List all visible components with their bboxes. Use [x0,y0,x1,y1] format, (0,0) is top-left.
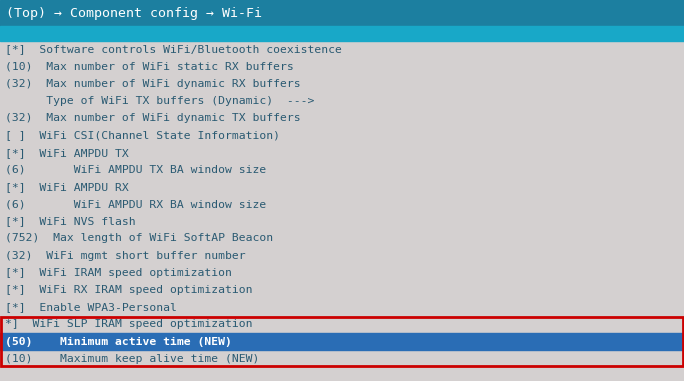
Text: (32)  WiFi mgmt short buffer number: (32) WiFi mgmt short buffer number [5,251,246,261]
Text: Type of WiFi TX buffers (Dynamic)  --->: Type of WiFi TX buffers (Dynamic) ---> [5,96,315,106]
Text: [*]  Enable WPA3-Personal: [*] Enable WPA3-Personal [5,302,177,312]
Text: (6)       WiFi AMPDU TX BA window size: (6) WiFi AMPDU TX BA window size [5,165,266,175]
Text: [ ]  WiFi CSI(Channel State Information): [ ] WiFi CSI(Channel State Information) [5,130,280,141]
Bar [1,317,683,366]
Bar [0,0,684,26]
Text: (32)  Max number of WiFi dynamic TX buffers: (32) Max number of WiFi dynamic TX buffe… [5,113,301,123]
Text: (32)  Max number of WiFi dynamic RX buffers: (32) Max number of WiFi dynamic RX buffe… [5,79,301,89]
Text: *]  WiFi SLP IRAM speed optimization: *] WiFi SLP IRAM speed optimization [5,319,252,329]
Text: [*]  WiFi AMPDU TX: [*] WiFi AMPDU TX [5,147,129,158]
Text: (10)    Maximum keep alive time (NEW): (10) Maximum keep alive time (NEW) [5,354,259,364]
Text: (50)    Minimum active time (NEW): (50) Minimum active time (NEW) [5,336,232,347]
Text: (Top) → Component config → Wi-Fi: (Top) → Component config → Wi-Fi [6,6,262,19]
Text: (752)  Max length of WiFi SoftAP Beacon: (752) Max length of WiFi SoftAP Beacon [5,234,273,243]
Text: [*]  WiFi RX IRAM speed optimization: [*] WiFi RX IRAM speed optimization [5,285,252,295]
Text: [*]  WiFi NVS flash: [*] WiFi NVS flash [5,216,135,226]
Text: (6)       WiFi AMPDU RX BA window size: (6) WiFi AMPDU RX BA window size [5,199,266,209]
Text: (10)  Max number of WiFi static RX buffers: (10) Max number of WiFi static RX buffer… [5,62,293,72]
Bar [0,26,684,41]
Bar [0,333,684,350]
Text: [*]  WiFi AMPDU RX: [*] WiFi AMPDU RX [5,182,129,192]
Text: [*]  Software controls WiFi/Bluetooth coexistence: [*] Software controls WiFi/Bluetooth coe… [5,45,342,54]
Text: [*]  WiFi IRAM speed optimization: [*] WiFi IRAM speed optimization [5,268,232,278]
